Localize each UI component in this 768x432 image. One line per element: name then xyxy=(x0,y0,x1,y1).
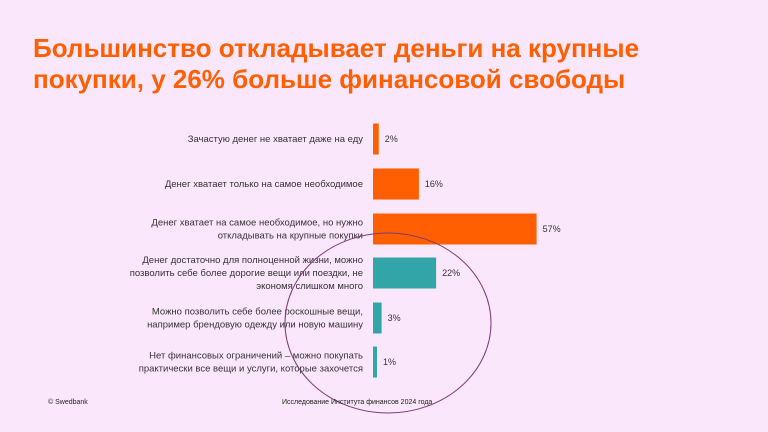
category-label-3-line-1: Денег хватает на самое необходимое, но н… xyxy=(151,218,363,229)
source-note: Исследование Института финансов 2024 год… xyxy=(282,399,433,406)
category-label-6-line-1: Нет финансовых ограничений – можно покуп… xyxy=(149,351,363,362)
bar-5 xyxy=(373,302,382,334)
bar-2 xyxy=(373,168,419,200)
bar-4 xyxy=(373,257,437,289)
category-label-4-line-3: экономя слишком много xyxy=(256,281,363,292)
value-label-2: 16% xyxy=(425,179,443,189)
bar-6 xyxy=(373,346,377,378)
highlight-circle xyxy=(284,232,492,414)
category-label-6-line-2: практически все вещи и услуги, которые з… xyxy=(139,364,363,375)
value-label-1: 2% xyxy=(385,134,398,144)
category-label-2-line-1: Денег хватает только на самое необходимо… xyxy=(165,179,363,190)
bar-3 xyxy=(373,213,537,245)
copyright-note: © Swedbank xyxy=(48,399,88,406)
value-label-3: 57% xyxy=(543,224,561,234)
title-line-2: покупки, у 26% больше финансовой свободы xyxy=(33,64,626,94)
value-label-5: 3% xyxy=(388,313,401,323)
category-label-4-line-1: Денег достаточно для полноценной жизни, … xyxy=(142,255,363,266)
category-label-5-line-1: Можно позволить себе более роскошные вещ… xyxy=(152,307,363,318)
category-label-5-line-2: например брендовую одежду или новую маши… xyxy=(147,320,363,331)
title-line-1: Большинство откладывает деньги на крупны… xyxy=(33,33,640,63)
bar-1 xyxy=(373,123,379,155)
category-label-1-line-1: Зачастую денег не хватает даже на еду xyxy=(188,134,364,145)
value-label-4: 22% xyxy=(442,268,460,278)
category-label-4-line-2: позволить себе более дорогие вещи или по… xyxy=(130,268,363,279)
category-label-3-line-2: откладывать на крупные покупки xyxy=(218,231,363,242)
page-title: Большинство откладывает деньги на крупны… xyxy=(33,33,753,95)
value-label-6: 1% xyxy=(383,357,396,367)
